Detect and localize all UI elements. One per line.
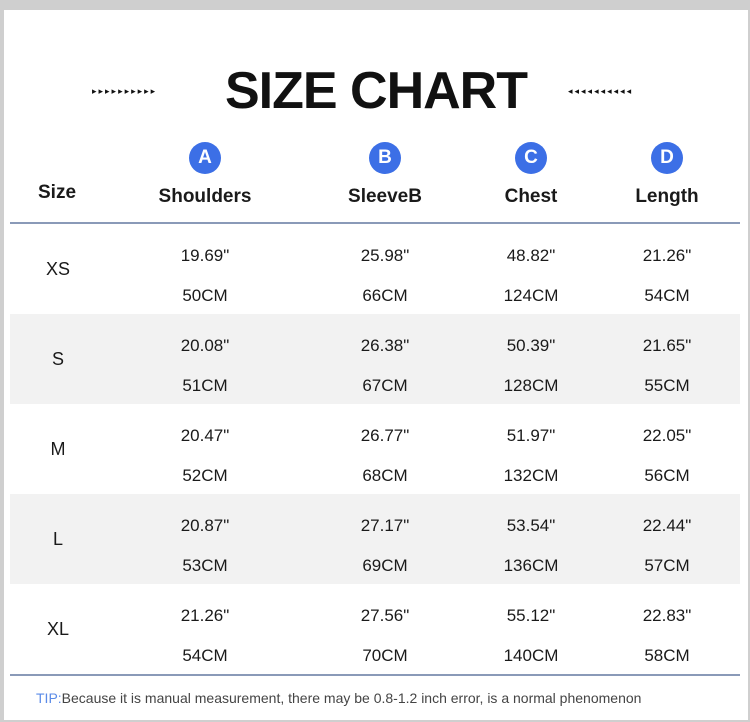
cm-cell: 56CM — [644, 466, 690, 485]
size-cell: L — [52, 529, 63, 549]
cm-cell: 53CM — [182, 556, 228, 575]
column-name: Length — [635, 186, 699, 207]
inch-cell: 20.08" — [180, 336, 230, 355]
footer-divider — [10, 674, 740, 676]
cm-cell: 58CM — [644, 646, 690, 665]
inch-cell: 22.05" — [642, 426, 692, 445]
inch-cell: 20.47" — [180, 426, 230, 445]
inch-cell: 53.54" — [506, 516, 556, 535]
cm-cell: 136CM — [503, 556, 559, 575]
table-row: M 20.47" 26.77" 51.97" 22.05" 52CM 68CM … — [10, 404, 740, 494]
inch-cell: 22.83" — [642, 606, 692, 625]
inch-cell: 19.69" — [180, 246, 230, 265]
cm-cell: 66CM — [362, 286, 408, 305]
decor-arrows-left-icon: ▸▸▸▸▸▸▸▸▸▸ — [92, 86, 158, 96]
cm-cell: 69CM — [362, 556, 408, 575]
cm-cell: 70CM — [362, 646, 408, 665]
sleeve-column-header: B SleeveB — [315, 140, 455, 208]
column-name: Shoulders — [158, 186, 252, 207]
shoulders-column-header: A Shoulders — [135, 140, 275, 208]
size-cell: M — [50, 439, 66, 459]
column-name: Chest — [504, 186, 558, 207]
table-row: L 20.87" 27.17" 53.54" 22.44" 53CM 69CM … — [10, 494, 740, 584]
cm-cell: 54CM — [182, 646, 228, 665]
inch-cell: 27.56" — [360, 606, 410, 625]
badge-d-icon: D — [651, 142, 683, 174]
page-title: SIZE CHART — [225, 62, 528, 120]
inch-cell: 27.17" — [360, 516, 410, 535]
tip-label: TIP: — [36, 690, 62, 706]
size-cell: S — [51, 349, 64, 369]
cm-cell: 51CM — [182, 376, 228, 395]
cm-cell: 128CM — [503, 376, 559, 395]
badge-c-icon: C — [515, 142, 547, 174]
inch-cell: 20.87" — [180, 516, 230, 535]
table-row: XL 21.26" 27.56" 55.12" 22.83" 54CM 70CM… — [10, 584, 740, 674]
inch-cell: 48.82" — [506, 246, 556, 265]
table-header: Size A Shoulders B SleeveB C Chest D Len… — [4, 140, 748, 220]
size-table-body: XS 19.69" 25.98" 48.82" 21.26" 50CM 66CM… — [10, 224, 740, 674]
cm-cell: 54CM — [644, 286, 690, 305]
cm-cell: 57CM — [644, 556, 690, 575]
tip-text: Because it is manual measurement, there … — [61, 690, 642, 706]
inch-cell: 21.65" — [642, 336, 692, 355]
badge-a-icon: A — [189, 142, 221, 174]
size-cell: XL — [46, 619, 70, 639]
cm-cell: 124CM — [503, 286, 559, 305]
cm-cell: 68CM — [362, 466, 408, 485]
inch-cell: 26.77" — [360, 426, 410, 445]
column-name: SleeveB — [348, 186, 422, 207]
length-column-header: D Length — [597, 140, 737, 208]
measurement-tip: TIP:Because it is manual measurement, th… — [36, 690, 641, 706]
header-divider — [10, 222, 740, 224]
inch-cell: 21.26" — [180, 606, 230, 625]
cm-cell: 50CM — [182, 286, 228, 305]
cm-cell: 55CM — [644, 376, 690, 395]
decor-arrows-right-icon: ◂◂◂◂◂◂◂◂◂◂ — [568, 86, 634, 96]
cm-cell: 140CM — [503, 646, 559, 665]
badge-b-icon: B — [369, 142, 401, 174]
size-column-header: Size — [38, 182, 77, 203]
chest-column-header: C Chest — [461, 140, 601, 208]
size-chart-card: ▸▸▸▸▸▸▸▸▸▸ SIZE CHART ◂◂◂◂◂◂◂◂◂◂ Size A … — [4, 10, 748, 720]
inch-cell: 51.97" — [506, 426, 556, 445]
inch-cell: 21.26" — [642, 246, 692, 265]
cm-cell: 67CM — [362, 376, 408, 395]
title-row: ▸▸▸▸▸▸▸▸▸▸ SIZE CHART ◂◂◂◂◂◂◂◂◂◂ — [4, 56, 748, 126]
inch-cell: 22.44" — [642, 516, 692, 535]
table-row: S 20.08" 26.38" 50.39" 21.65" 51CM 67CM … — [10, 314, 740, 404]
inch-cell: 25.98" — [360, 246, 410, 265]
inch-cell: 55.12" — [506, 606, 556, 625]
inch-cell: 50.39" — [506, 336, 556, 355]
cm-cell: 52CM — [182, 466, 228, 485]
table-row: XS 19.69" 25.98" 48.82" 21.26" 50CM 66CM… — [10, 224, 740, 314]
inch-cell: 26.38" — [360, 336, 410, 355]
cm-cell: 132CM — [503, 466, 559, 485]
size-cell: XS — [45, 259, 70, 279]
